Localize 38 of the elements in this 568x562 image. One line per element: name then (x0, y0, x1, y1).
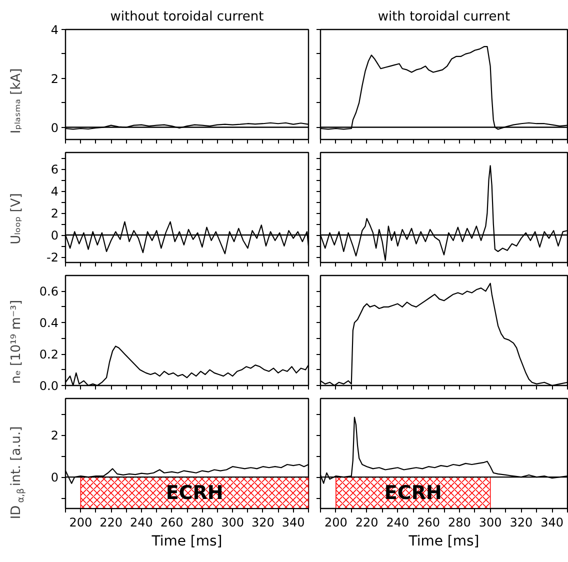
y-tick-label: 4 (50, 23, 59, 37)
x-tick-label: 340 (282, 516, 305, 530)
y-tick-label: 4 (50, 184, 59, 198)
y-tick-label: 0 (50, 120, 59, 135)
y-axis-title: nₑ [10¹⁹ m⁻³] (9, 300, 24, 384)
y-tick-label: 0.6 (39, 284, 59, 299)
y-tick-label: 2 (50, 206, 59, 220)
x-tick-label: 320 (510, 516, 533, 530)
y-axis-title: IDα,β int. [a.u.] (9, 426, 26, 520)
x-tick-label: 220 (355, 516, 378, 530)
x-tick-label: 320 (251, 516, 274, 530)
x-tick-label: 280 (190, 516, 214, 530)
y-tick-label: 2 (50, 428, 59, 443)
y-tick-label: 0.0 (39, 379, 59, 393)
x-tick-label: 280 (448, 516, 471, 530)
x-tick-label: 240 (386, 516, 410, 530)
y-axis-title: Uₗₒₒₚ [V] (9, 193, 24, 244)
y-tick-label: 0 (50, 470, 59, 485)
x-tick-label: 300 (478, 516, 502, 530)
y-tick-label: 6 (50, 162, 59, 176)
x-tick-label: 340 (540, 516, 564, 530)
y-axis-title: Iₚₗₐₛₘₐ [kA] (9, 68, 24, 134)
x-axis-title: Time [ms] (408, 534, 480, 550)
y-tick-label: -2 (46, 250, 59, 264)
x-tick-label: 300 (221, 516, 244, 530)
y-tick-label: 2 (50, 72, 59, 86)
chart-title: with toroidal current (378, 10, 510, 24)
chart-title: without toroidal current (110, 10, 264, 24)
x-tick-label: 220 (100, 516, 123, 530)
x-tick-label: 260 (417, 516, 440, 530)
x-tick-label: 260 (160, 516, 184, 530)
y-tick-label: 0 (50, 228, 59, 242)
x-tick-label: 200 (69, 516, 92, 530)
x-tick-label: 200 (324, 516, 348, 530)
y-tick-label: 0.4 (39, 316, 59, 330)
x-tick-label: 240 (130, 516, 153, 530)
x-axis-title: Time [ms] (150, 534, 222, 550)
y-tick-label: 0.2 (39, 348, 59, 362)
